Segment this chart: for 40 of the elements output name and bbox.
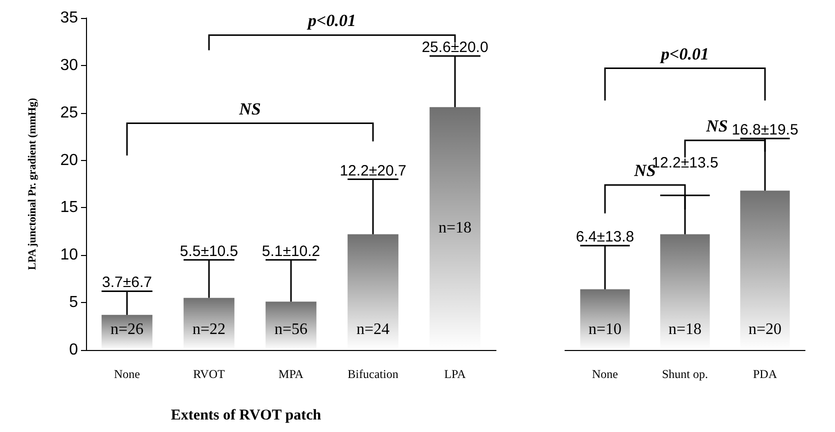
annotation: 12.2±20.7 xyxy=(340,162,406,180)
x-axis-title: Extents of RVOT patch xyxy=(170,408,322,424)
y-axis-title: LPA junctoinal Pr. gradient (mmHg) xyxy=(26,98,38,270)
y-tick-label: 20 xyxy=(60,152,78,169)
annotation: n=20 xyxy=(748,321,782,338)
annotation: n=26 xyxy=(110,321,144,338)
x-tick-label: None xyxy=(114,367,140,381)
y-tick-label: 15 xyxy=(60,199,78,216)
annotation: n=10 xyxy=(588,321,622,338)
bar xyxy=(102,314,152,350)
y-tick-label: 0 xyxy=(69,342,78,358)
annotation: n=56 xyxy=(274,321,308,338)
x-tick-label: Bifucation xyxy=(348,367,398,381)
y-tick-label: 30 xyxy=(60,56,78,74)
y-tick-label: 5 xyxy=(69,294,78,312)
x-tick-label: Shunt op. xyxy=(662,367,708,381)
annotation: n=24 xyxy=(356,321,390,338)
x-tick-label: PDA xyxy=(752,367,778,381)
annotation: p<0.01 xyxy=(306,11,356,30)
y-tick-label: 35 xyxy=(60,10,78,26)
x-tick-label: LPA xyxy=(444,367,466,381)
annotation: n=22 xyxy=(192,321,226,338)
annotation: 6.4±13.8 xyxy=(576,228,634,246)
annotation: n=18 xyxy=(438,220,472,237)
annotation: 25.6±20.0 xyxy=(422,38,488,56)
annotation: NS xyxy=(705,116,728,136)
y-tick-label: 25 xyxy=(60,104,78,122)
annotation: 16.8±19.5 xyxy=(732,121,798,138)
annotation: n=18 xyxy=(668,321,702,338)
annotation: p<0.01 xyxy=(659,44,709,64)
annotation: 3.7±6.7 xyxy=(102,274,152,292)
x-tick-label: MPA xyxy=(278,367,304,381)
annotation: 5.5±10.5 xyxy=(180,242,238,260)
x-tick-label: RVOT xyxy=(193,367,226,381)
annotation: NS xyxy=(238,99,261,118)
bar xyxy=(184,298,234,350)
annotation: 5.1±10.2 xyxy=(262,242,320,260)
y-tick-label: 10 xyxy=(60,246,78,264)
bar xyxy=(266,302,316,350)
x-tick-label: None xyxy=(592,367,618,381)
